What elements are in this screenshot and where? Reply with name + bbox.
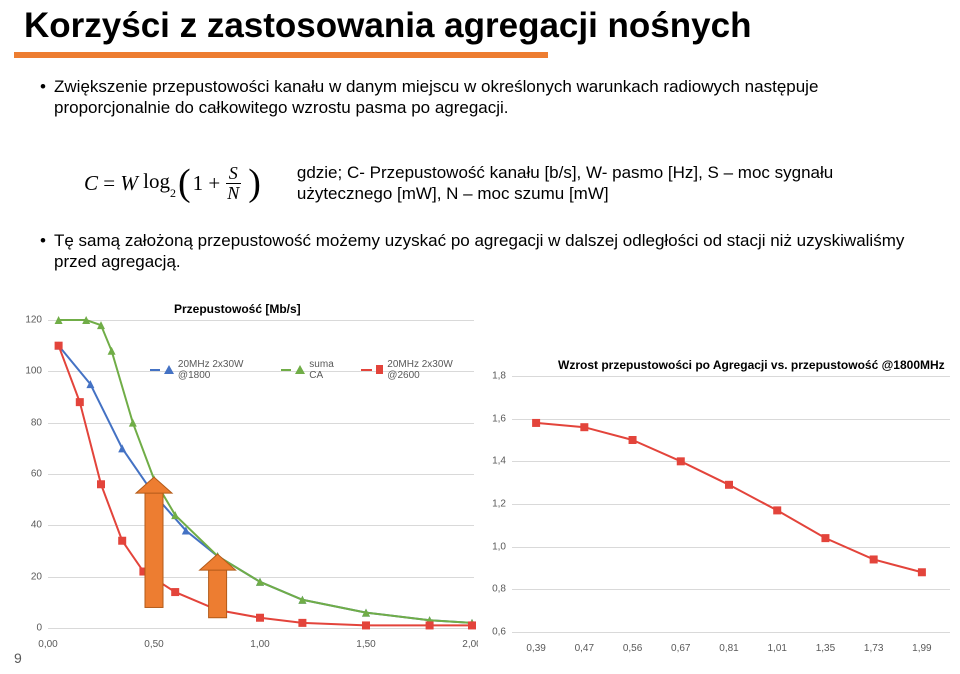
- chart1-legend: 20MHz 2x30W @1800 suma CA 20MHz 2x30W @260…: [150, 359, 474, 381]
- bullet-2: •Tę samą założoną przepustowość możemy u…: [40, 230, 926, 273]
- legend-item: 20MHz 2x30W @1800: [150, 359, 264, 381]
- ratio-chart: Wzrost przepustowości po Agregacji vs. p…: [478, 376, 950, 654]
- formula-row: C = W log2 ( 1 + SN ) gdzie; C- Przepust…: [84, 162, 837, 205]
- bullet-1: •Zwiększenie przepustowości kanału w dan…: [40, 76, 926, 119]
- title-accent: [14, 52, 548, 58]
- legend-item: suma CA: [281, 359, 343, 381]
- page-number: 9: [14, 650, 22, 666]
- formula: C = W log2 ( 1 + SN ): [84, 164, 263, 203]
- legend-item: 20MHz 2x30W @2600: [361, 359, 474, 381]
- chart2-title: Wzrost przepustowości po Agregacji vs. p…: [558, 358, 945, 372]
- throughput-chart: Przepustowość [Mb/s] 0204060801001200,00…: [14, 320, 474, 650]
- formula-description: gdzie; C- Przepustowość kanału [b/s], W-…: [297, 162, 837, 205]
- chart1-title: Przepustowość [Mb/s]: [174, 302, 301, 316]
- page-title: Korzyści z zastosowania agregacji nośnyc…: [24, 6, 751, 46]
- chart2-svg: [478, 376, 950, 654]
